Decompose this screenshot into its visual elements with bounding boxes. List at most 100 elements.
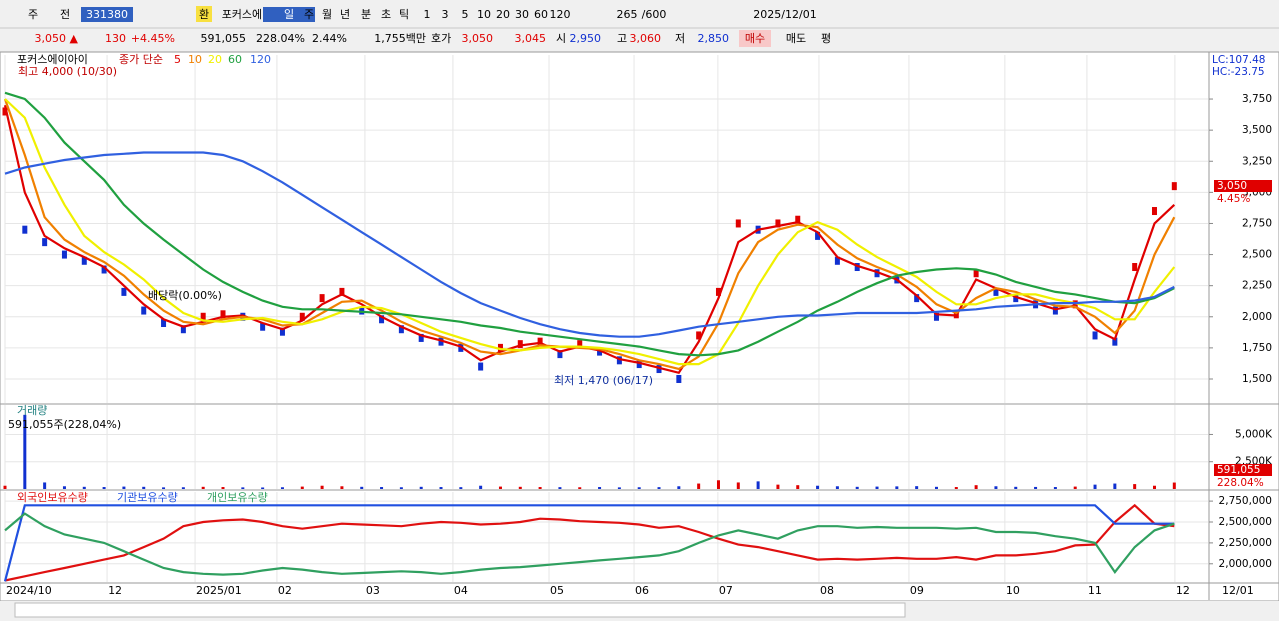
- toolbar-item[interactable]: 5: [462, 8, 469, 21]
- legend-entry: 개인보유수량: [207, 491, 268, 504]
- candle: [379, 315, 385, 324]
- candle: [1171, 182, 1177, 191]
- volume-bar: [439, 487, 443, 489]
- toolbar-item[interactable]: 20: [496, 8, 510, 21]
- volume-bar: [340, 486, 344, 489]
- x-tick-label: 05: [550, 584, 564, 597]
- x-tick-label: 2025/01: [196, 584, 242, 597]
- toolbar-item[interactable]: 120: [550, 8, 571, 21]
- toolbar-item[interactable]: 주: [28, 8, 38, 21]
- volume-bar: [835, 486, 839, 489]
- toolbar-item[interactable]: 30: [515, 8, 529, 21]
- volume-bar: [162, 487, 166, 489]
- volume-bar: [657, 487, 661, 489]
- candle: [874, 269, 880, 278]
- volume-bar: [578, 487, 582, 489]
- volume-bar: [697, 483, 701, 489]
- candle: [735, 219, 741, 228]
- candle: [815, 231, 821, 240]
- volume-bar: [43, 482, 47, 489]
- y-tick-label: 2,000: [1242, 311, 1272, 323]
- x-tick-label: 04: [454, 584, 468, 597]
- legend-entry: 120: [250, 53, 271, 66]
- toolbar-item[interactable]: 주: [304, 8, 314, 21]
- volume-bar: [241, 487, 245, 489]
- y-tick-label: 5,000K: [1235, 428, 1273, 440]
- x-tick-label: 06: [635, 584, 649, 597]
- toolbar-item[interactable]: /600: [642, 8, 667, 21]
- x-tick-label: 07: [719, 584, 733, 597]
- info-item[interactable]: 평: [821, 32, 831, 45]
- candle: [933, 312, 939, 321]
- candle: [260, 322, 266, 331]
- candle: [42, 238, 48, 247]
- volume-bar: [82, 486, 86, 489]
- legend-entry: 10: [188, 53, 202, 66]
- volume-bar: [637, 487, 641, 489]
- candle: [81, 256, 87, 265]
- info-item: +4.45%: [131, 32, 175, 45]
- x-tick-label: 02: [278, 584, 292, 597]
- toolbar-item[interactable]: 월: [322, 8, 332, 21]
- volume-bar: [459, 487, 463, 489]
- scroll-track[interactable]: [14, 602, 906, 618]
- volume-bar: [1152, 485, 1156, 489]
- volume-bar: [142, 486, 146, 489]
- toolbar-item[interactable]: 3: [442, 8, 449, 21]
- candle: [577, 340, 583, 349]
- toolbar-item[interactable]: 포커스에이: [222, 8, 273, 21]
- toolbar-item[interactable]: 60: [534, 8, 548, 21]
- y-tick-label: 2,500,000: [1219, 516, 1272, 528]
- volume-bar: [3, 485, 7, 489]
- candle: [220, 310, 226, 319]
- candle: [279, 327, 285, 336]
- volume-bar: [776, 484, 780, 489]
- info-item[interactable]: 매수: [745, 32, 765, 45]
- toolbar-item[interactable]: 2025/12/01: [753, 8, 816, 21]
- volume-bar: [380, 487, 384, 489]
- volume-bar: [479, 485, 483, 489]
- x-tick-label: 03: [366, 584, 380, 597]
- volume-label-bg: [1214, 464, 1272, 476]
- candle: [1072, 300, 1078, 309]
- candle: [676, 374, 682, 383]
- info-item: 3,060: [630, 32, 662, 45]
- toolbar-item[interactable]: 틱: [399, 8, 409, 21]
- series-line: [4, 503, 1175, 582]
- toolbar-item[interactable]: 년: [340, 8, 350, 21]
- legend-entry: 기관보유수량: [117, 491, 178, 504]
- info-item: 시: [556, 32, 566, 45]
- series-line: [3, 504, 1175, 582]
- info-item: 2,850: [698, 32, 730, 45]
- volume-bar: [677, 486, 681, 489]
- info-item: 3,045: [515, 32, 547, 45]
- volume-bar: [518, 486, 522, 489]
- volume-bar: [558, 487, 562, 489]
- info-item: 2,950: [570, 32, 602, 45]
- series-line: [3, 98, 1176, 371]
- candle: [299, 312, 305, 321]
- toolbar-item[interactable]: 초: [381, 8, 391, 21]
- volume-bar: [498, 486, 502, 489]
- toolbar-item[interactable]: 일: [284, 7, 294, 21]
- toolbar-item[interactable]: 10: [477, 8, 491, 21]
- volume-bar: [756, 481, 760, 489]
- toolbar-item[interactable]: 265: [617, 8, 638, 21]
- info-item: 591,055: [201, 32, 247, 45]
- candle: [854, 263, 860, 272]
- candle: [359, 306, 365, 315]
- toolbar-item[interactable]: 331380: [86, 8, 128, 21]
- candle: [775, 219, 781, 228]
- chart-frame: [0, 51, 1279, 602]
- volume-bar: [954, 487, 958, 489]
- x-tick-label: 12: [1176, 584, 1190, 597]
- volume-bar: [875, 486, 879, 489]
- toolbar-item[interactable]: 전: [60, 8, 70, 21]
- toolbar-item[interactable]: 분: [361, 8, 371, 21]
- candle: [636, 360, 642, 369]
- toolbar-item[interactable]: 환: [199, 8, 209, 21]
- candle: [1132, 263, 1138, 272]
- info-item[interactable]: 매도: [786, 32, 806, 45]
- candle: [656, 365, 662, 374]
- toolbar-item[interactable]: 1: [424, 8, 431, 21]
